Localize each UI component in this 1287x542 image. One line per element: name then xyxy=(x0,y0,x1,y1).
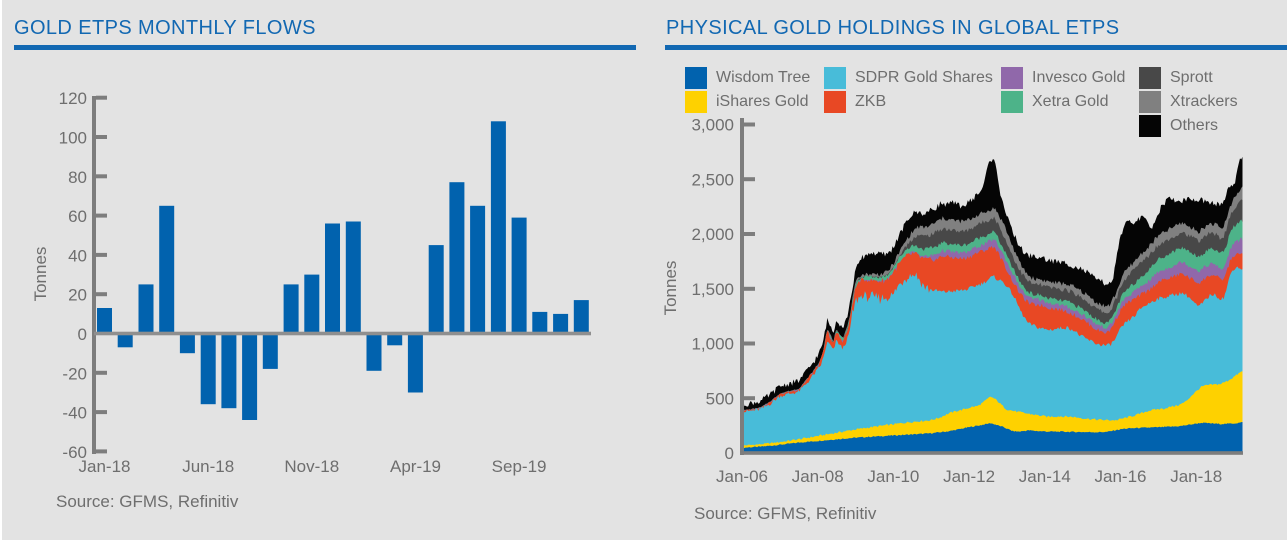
svg-text:Tonnes: Tonnes xyxy=(31,247,50,302)
svg-text:2,500: 2,500 xyxy=(691,170,734,189)
svg-text:-40: -40 xyxy=(62,404,87,423)
svg-text:Source: GFMS, Refinitiv: Source: GFMS, Refinitiv xyxy=(56,492,239,511)
svg-text:60: 60 xyxy=(68,207,87,226)
svg-text:Jan-12: Jan-12 xyxy=(943,467,995,486)
svg-text:3,000: 3,000 xyxy=(691,116,734,135)
svg-text:Jan-18: Jan-18 xyxy=(79,457,131,476)
svg-text:0: 0 xyxy=(725,444,734,463)
svg-text:Jan-14: Jan-14 xyxy=(1019,467,1071,486)
svg-text:1,500: 1,500 xyxy=(691,280,734,299)
svg-text:Jan-18: Jan-18 xyxy=(1170,467,1222,486)
svg-text:40: 40 xyxy=(68,246,87,265)
svg-text:Jan-16: Jan-16 xyxy=(1095,467,1147,486)
svg-text:Jan-08: Jan-08 xyxy=(792,467,844,486)
svg-text:20: 20 xyxy=(68,286,87,305)
svg-text:Jan-06: Jan-06 xyxy=(716,467,768,486)
svg-text:Nov-18: Nov-18 xyxy=(284,457,339,476)
svg-text:Source: GFMS, Refinitiv: Source: GFMS, Refinitiv xyxy=(694,504,877,523)
svg-text:0: 0 xyxy=(78,325,87,344)
svg-text:Apr-19: Apr-19 xyxy=(390,457,441,476)
svg-text:1,000: 1,000 xyxy=(691,335,734,354)
svg-text:2,000: 2,000 xyxy=(691,225,734,244)
svg-text:Sep-19: Sep-19 xyxy=(492,457,547,476)
svg-text:Jun-18: Jun-18 xyxy=(182,457,234,476)
svg-text:80: 80 xyxy=(68,168,87,187)
svg-text:120: 120 xyxy=(59,89,87,108)
svg-text:-60: -60 xyxy=(62,443,87,462)
svg-text:500: 500 xyxy=(706,389,734,408)
svg-text:100: 100 xyxy=(59,129,87,148)
svg-text:-20: -20 xyxy=(62,364,87,383)
svg-text:Jan-10: Jan-10 xyxy=(867,467,919,486)
svg-text:Tonnes: Tonnes xyxy=(661,261,680,316)
